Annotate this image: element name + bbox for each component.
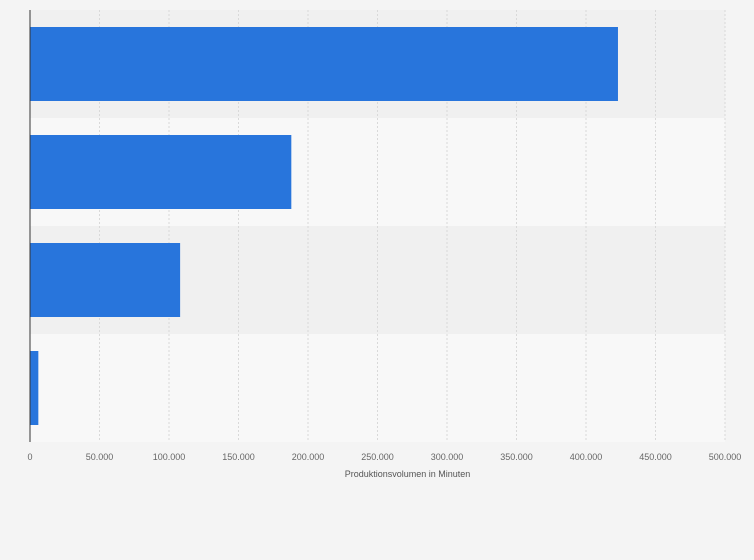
x-tick-label: 200.000: [292, 452, 325, 462]
x-tick-label: 100.000: [153, 452, 186, 462]
x-tick-label: 500.000: [709, 452, 742, 462]
x-tick-label: 450.000: [639, 452, 672, 462]
x-tick-label: 150.000: [222, 452, 255, 462]
x-tick-label: 300.000: [431, 452, 464, 462]
x-tick-label: 400.000: [570, 452, 603, 462]
bar: [30, 351, 39, 425]
x-tick-label: 350.000: [500, 452, 533, 462]
x-axis-title: Produktionsvolumen in Minuten: [345, 469, 471, 479]
x-tick-label: 50.000: [86, 452, 114, 462]
x-tick-label: 0: [27, 452, 32, 462]
bar: [30, 243, 181, 317]
bars: [30, 27, 618, 425]
x-tick-label: 250.000: [361, 452, 394, 462]
x-axis-tick-labels: 0 50.000 100.000 150.000 200.000 250.000 300.0…: [27, 452, 741, 462]
bar: [30, 135, 292, 209]
bar: [30, 27, 618, 101]
